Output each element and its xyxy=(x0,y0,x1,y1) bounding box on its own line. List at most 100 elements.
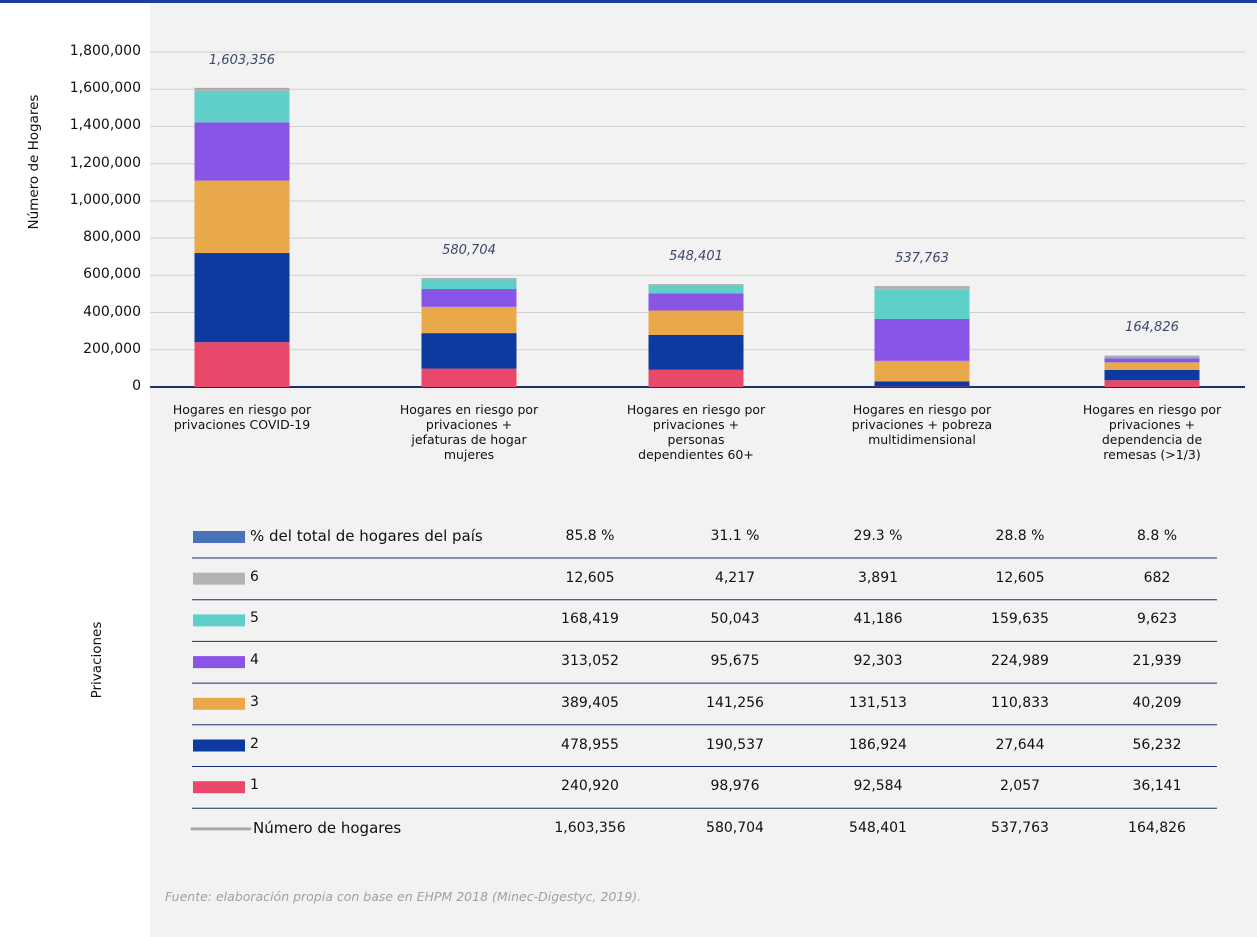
legend-label: 3 xyxy=(250,693,259,710)
table-cell: 28.8 % xyxy=(995,528,1045,544)
legend-label: 2 xyxy=(250,735,259,752)
table-cell: 3,891 xyxy=(857,569,899,586)
panel xyxy=(150,0,1257,937)
legend-swatch xyxy=(193,531,245,543)
table-cell: 50,043 xyxy=(710,611,760,628)
table-axis-label: Privaciones xyxy=(89,621,105,699)
table-cell: 537,763 xyxy=(991,819,1049,836)
bar-segment xyxy=(874,318,970,361)
table-cell: 224,989 xyxy=(991,653,1049,670)
y-tick-label: 1,600,000 xyxy=(69,80,141,97)
y-tick-label: 600,000 xyxy=(83,266,141,283)
bar-segment xyxy=(194,88,290,91)
bar-segment xyxy=(648,334,744,370)
table-cell: 36,141 xyxy=(1132,778,1182,795)
y-tick-label: 0 xyxy=(132,378,141,394)
legend-swatch xyxy=(193,697,245,710)
bar-segment xyxy=(421,368,517,387)
table-cell: 31.1 % xyxy=(710,528,760,544)
table-cell: 313,052 xyxy=(561,653,619,670)
table-cell: 85.8 % xyxy=(565,528,615,544)
table-cell: 131,513 xyxy=(849,694,907,711)
bar-segment xyxy=(1104,358,1200,363)
bar-segment xyxy=(194,180,290,254)
y-tick-label: 1,000,000 xyxy=(69,191,141,208)
bar-segment xyxy=(421,306,517,334)
bar-segment xyxy=(648,310,744,335)
y-axis-label: Número de Hogares xyxy=(26,94,42,230)
total-label: 1,603,356 xyxy=(208,52,276,68)
table-cell: 29.3 % xyxy=(853,528,903,544)
table-cell: 27,644 xyxy=(995,736,1045,753)
table-cell: 12,605 xyxy=(995,569,1045,586)
table-cell: 580,704 xyxy=(706,819,764,836)
table-cell: 8.8 % xyxy=(1136,528,1178,544)
source-note: Fuente: elaboración propia con base en E… xyxy=(165,889,642,904)
table-cell: 2,057 xyxy=(999,778,1041,795)
x-tick-label: Hogares en riesgo por privaciones + depe… xyxy=(1082,402,1222,462)
table-cell: 190,537 xyxy=(706,736,764,753)
bar-segment xyxy=(1104,380,1200,387)
legend-swatch xyxy=(193,781,245,794)
table-cell: 389,405 xyxy=(561,694,619,711)
table-cell: 186,924 xyxy=(849,736,907,753)
table-cell: 40,209 xyxy=(1132,694,1182,711)
total-label: 164,826 xyxy=(1125,320,1179,336)
bar-segment xyxy=(874,286,970,290)
table-cell: 4,217 xyxy=(714,569,756,586)
table-cell: 168,419 xyxy=(561,611,619,628)
table-cell: 95,675 xyxy=(710,653,760,670)
x-tick-label: Hogares en riesgo por privaciones + pobr… xyxy=(851,402,993,447)
legend-label: Número de hogares xyxy=(253,818,402,837)
top-border xyxy=(0,0,1257,3)
table-cell: 141,256 xyxy=(706,694,764,711)
bar-segment xyxy=(1104,369,1200,381)
legend-label: 1 xyxy=(250,777,259,794)
bar-segment xyxy=(648,369,744,387)
table-cell: 98,976 xyxy=(710,778,760,795)
table-cell: 41,186 xyxy=(853,611,903,628)
bar-segment xyxy=(421,289,517,307)
bar-segment xyxy=(194,90,290,123)
bar-segment xyxy=(1104,356,1200,359)
table-cell: 1,603,356 xyxy=(554,819,626,836)
y-tick-label: 800,000 xyxy=(83,229,141,246)
table-cell: 92,584 xyxy=(853,778,903,795)
bar-segment xyxy=(194,342,290,387)
table-cell: 110,833 xyxy=(991,694,1049,711)
legend-label: 4 xyxy=(250,652,259,669)
table-cell: 159,635 xyxy=(991,611,1049,628)
legend-label: 5 xyxy=(250,610,259,627)
y-tick-label: 1,200,000 xyxy=(69,154,141,171)
table-cell: 548,401 xyxy=(849,819,907,836)
x-tick-label: Hogares en riesgo por privaciones + pers… xyxy=(626,402,766,462)
legend-swatch xyxy=(193,614,245,627)
legend-label: % del total de hogares del país xyxy=(250,527,483,545)
bar-segment xyxy=(421,333,517,369)
legend-label: 6 xyxy=(250,568,259,585)
bar-segment xyxy=(1104,362,1200,370)
legend-swatch xyxy=(193,656,245,669)
y-tick-label: 1,800,000 xyxy=(69,43,141,59)
x-tick-label: Hogares en riesgo por privaciones COVID-… xyxy=(172,402,312,432)
table-cell: 164,826 xyxy=(1128,819,1186,836)
x-tick-label: Hogares en riesgo por privaciones + jefa… xyxy=(399,402,539,462)
bar-segment xyxy=(648,285,744,294)
table-cell: 12,605 xyxy=(565,569,615,586)
total-label: 537,763 xyxy=(895,250,949,266)
total-label: 548,401 xyxy=(669,248,723,264)
bar-segment xyxy=(194,122,290,181)
table-cell: 682 xyxy=(1143,569,1171,586)
table-cell: 21,939 xyxy=(1132,653,1182,670)
bar-segment xyxy=(874,381,970,387)
y-tick-label: 1,400,000 xyxy=(69,117,141,134)
table-cell: 56,232 xyxy=(1132,736,1182,753)
table-cell: 9,623 xyxy=(1136,611,1178,628)
legend-swatch xyxy=(193,739,245,752)
bar-segment xyxy=(874,360,970,382)
table-cell: 240,920 xyxy=(561,778,619,795)
bar-segment xyxy=(194,253,290,343)
y-tick-label: 200,000 xyxy=(83,340,141,357)
